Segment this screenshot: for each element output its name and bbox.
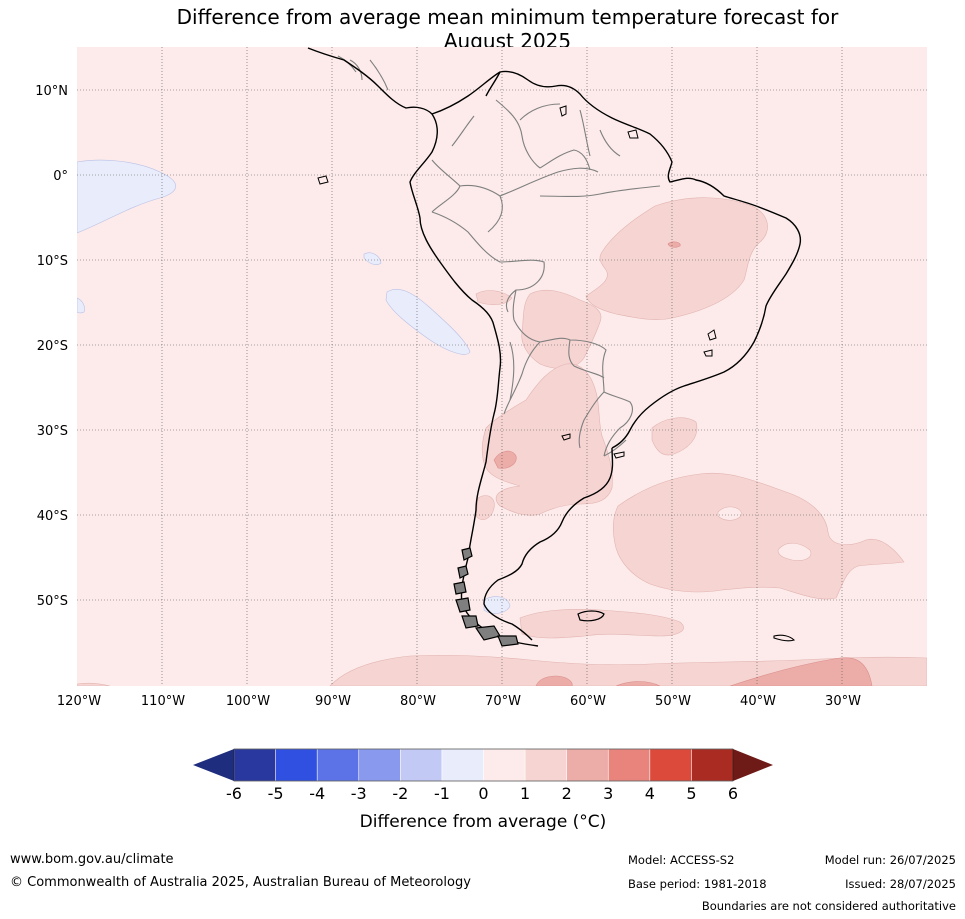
anomaly-region-2-to-3: [667, 241, 681, 248]
lat-label: 50°S: [37, 594, 68, 609]
anomaly-region-1-to-2: [475, 290, 513, 305]
chile-fjords: [453, 547, 519, 647]
footer-copyright: © Commonwealth of Australia 2025, Austra…: [10, 875, 471, 890]
title-line-1: Difference from average mean minimum tem…: [176, 5, 839, 29]
island: [703, 349, 713, 357]
anomaly-region-1-to-2: [77, 682, 111, 686]
lake: [613, 451, 625, 459]
colorbar-tick-label: -6: [226, 784, 242, 803]
anomaly-region-negative: [363, 252, 382, 265]
chart-title: Difference from average mean minimum tem…: [0, 5, 965, 53]
colorbar-segment: [233, 748, 277, 782]
lake: [561, 433, 571, 441]
lat-label: 20°S: [37, 339, 68, 354]
anomaly-region-1-to-2: [519, 608, 684, 639]
colorbar-tick-label: 2: [562, 784, 572, 803]
colorbar: -6 -5 -4 -3 -2 -1 0 1 2 3 4 5 6: [193, 748, 773, 803]
colorbar-segments: [233, 748, 734, 782]
lon-label: 70°W: [485, 694, 521, 709]
island: [707, 329, 717, 341]
colorbar-label: Difference from average (°C): [359, 812, 607, 832]
colorbar-tick-label: -5: [268, 784, 284, 803]
footer-disclaimer: Boundaries are not considered authoritat…: [701, 899, 956, 913]
lake: [627, 129, 639, 139]
colorbar-segment: [607, 748, 651, 782]
footer-base-period: Base period: 1981-2018: [628, 877, 767, 891]
colorbar-tick-label: -3: [351, 784, 367, 803]
lake: [559, 105, 567, 117]
lat-label: 40°S: [37, 509, 68, 524]
anomaly-region-2-to-3: [535, 675, 573, 686]
colorbar-under-arrow: [193, 749, 234, 781]
colorbar-tick-label: -1: [434, 784, 450, 803]
lon-label: 80°W: [400, 694, 436, 709]
colorbar-outline: [233, 748, 734, 782]
anomaly-region-2-to-3: [493, 450, 517, 469]
colorbar-segment: [275, 748, 318, 782]
lon-label: 100°W: [226, 694, 270, 709]
colorbar-ticks: -6 -5 -4 -3 -2 -1 0 1 2 3 4 5 6: [226, 784, 738, 803]
lat-label: 0°: [53, 169, 68, 184]
colorbar-segment: [691, 748, 734, 782]
footer-issued: Issued: 28/07/2025: [845, 877, 956, 891]
colorbar-segment: [441, 748, 485, 782]
lon-label: 50°W: [655, 694, 691, 709]
footer-url: www.bom.gov.au/climate: [10, 852, 174, 867]
lon-label: 110°W: [141, 694, 185, 709]
lat-label: 10°S: [37, 254, 68, 269]
lon-label: 40°W: [740, 694, 776, 709]
anomaly-region-negative: [77, 159, 177, 234]
footer-model: Model: ACCESS-S2: [628, 853, 735, 867]
longitude-labels: 120°W 110°W 100°W 90°W 80°W 70°W 60°W 50…: [57, 694, 861, 709]
colorbar-tick-label: 0: [478, 784, 488, 803]
colorbar-tick-label: 5: [686, 784, 696, 803]
footer-model-run: Model run: 26/07/2025: [824, 853, 956, 867]
colorbar-segment: [566, 748, 609, 782]
colorbar-segment: [316, 748, 360, 782]
colorbar-tick-label: 1: [520, 784, 530, 803]
anomaly-region-2-to-3: [615, 681, 661, 686]
anomaly-region-2-to-3: [729, 657, 873, 686]
country-borders: [337, 55, 661, 457]
anomaly-region-negative: [77, 297, 85, 314]
anomaly-region-1-to-2: [612, 472, 905, 600]
anomaly-region-hole: [717, 506, 743, 521]
anomaly-region-negative: [483, 596, 511, 614]
colorbar-segment: [358, 748, 401, 782]
lon-label: 90°W: [315, 694, 351, 709]
anomaly-region-hole: [777, 542, 812, 561]
temperature-anomaly-map: 10°N 0° 10°S 20°S 30°S 40°S 50°S 120°W 1…: [35, 47, 927, 709]
lon-label: 60°W: [570, 694, 606, 709]
colorbar-tick-label: -4: [309, 784, 325, 803]
anomaly-region-1-to-2: [481, 363, 613, 516]
lat-label: 30°S: [37, 424, 68, 439]
colorbar-tick-label: 3: [603, 784, 613, 803]
colorbar-over-arrow: [733, 749, 773, 781]
lon-label: 120°W: [57, 694, 101, 709]
latitude-labels: 10°N 0° 10°S 20°S 30°S 40°S 50°S: [35, 84, 68, 609]
colorbar-segment: [524, 748, 568, 782]
anomaly-region-negative: [385, 288, 471, 355]
colorbar-tick-label: 4: [645, 784, 655, 803]
anomaly-region-1-to-2: [585, 197, 768, 320]
graticule: [77, 47, 927, 686]
lat-label: 10°N: [35, 84, 68, 99]
anomaly-region-1-to-2: [651, 417, 698, 456]
falkland-islands: [577, 610, 605, 622]
lon-label: 30°W: [825, 694, 861, 709]
south-georgia-island: [773, 634, 796, 642]
galapagos-islands: [317, 175, 329, 185]
colorbar-tick-label: 6: [728, 784, 738, 803]
anomaly-region-1-to-2: [475, 495, 495, 520]
colorbar-tick-label: -2: [392, 784, 408, 803]
colorbar-segment: [649, 748, 693, 782]
colorbar-segment: [400, 748, 443, 782]
colorbar-segment: [483, 748, 526, 782]
